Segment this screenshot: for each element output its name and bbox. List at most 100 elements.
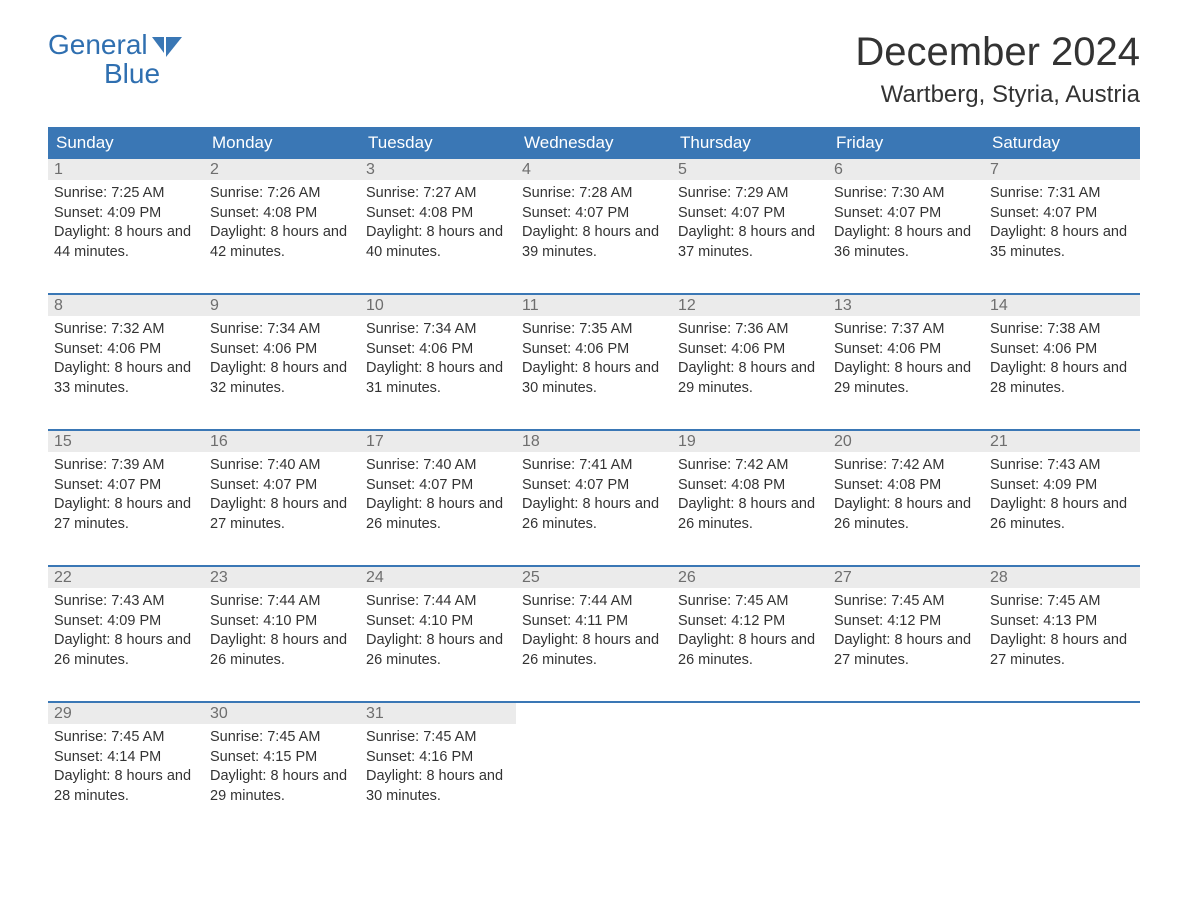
sunrise-line: Sunrise: 7:42 AM xyxy=(678,456,822,476)
sunset-line: Sunset: 4:06 PM xyxy=(678,340,822,360)
day-number: 29 xyxy=(48,703,204,724)
day-number: 14 xyxy=(984,295,1140,316)
dow-sunday: Sunday xyxy=(48,127,204,159)
calendar-day: 24Sunrise: 7:44 AMSunset: 4:10 PMDayligh… xyxy=(360,567,516,687)
day-number: 22 xyxy=(48,567,204,588)
day-body: Sunrise: 7:31 AMSunset: 4:07 PMDaylight:… xyxy=(984,180,1140,268)
sunset-line: Sunset: 4:06 PM xyxy=(990,340,1134,360)
daylight-line: Daylight: 8 hours and 26 minutes. xyxy=(54,631,198,670)
day-body: Sunrise: 7:39 AMSunset: 4:07 PMDaylight:… xyxy=(48,452,204,540)
calendar-day: 18Sunrise: 7:41 AMSunset: 4:07 PMDayligh… xyxy=(516,431,672,551)
calendar-day: 13Sunrise: 7:37 AMSunset: 4:06 PMDayligh… xyxy=(828,295,984,415)
sunrise-line: Sunrise: 7:29 AM xyxy=(678,184,822,204)
calendar-day: 20Sunrise: 7:42 AMSunset: 4:08 PMDayligh… xyxy=(828,431,984,551)
calendar-day: 29Sunrise: 7:45 AMSunset: 4:14 PMDayligh… xyxy=(48,703,204,823)
sunset-line: Sunset: 4:15 PM xyxy=(210,748,354,768)
day-body: Sunrise: 7:43 AMSunset: 4:09 PMDaylight:… xyxy=(48,588,204,676)
day-body: Sunrise: 7:25 AMSunset: 4:09 PMDaylight:… xyxy=(48,180,204,268)
day-number: 23 xyxy=(204,567,360,588)
day-body: Sunrise: 7:40 AMSunset: 4:07 PMDaylight:… xyxy=(360,452,516,540)
daylight-line: Daylight: 8 hours and 35 minutes. xyxy=(990,223,1134,262)
calendar-day: 12Sunrise: 7:36 AMSunset: 4:06 PMDayligh… xyxy=(672,295,828,415)
day-number: 15 xyxy=(48,431,204,452)
calendar-day: 30Sunrise: 7:45 AMSunset: 4:15 PMDayligh… xyxy=(204,703,360,823)
calendar-day: 1Sunrise: 7:25 AMSunset: 4:09 PMDaylight… xyxy=(48,159,204,279)
day-number: 12 xyxy=(672,295,828,316)
calendar-day: 16Sunrise: 7:40 AMSunset: 4:07 PMDayligh… xyxy=(204,431,360,551)
calendar-day: 21Sunrise: 7:43 AMSunset: 4:09 PMDayligh… xyxy=(984,431,1140,551)
day-body: Sunrise: 7:42 AMSunset: 4:08 PMDaylight:… xyxy=(828,452,984,540)
day-number: 31 xyxy=(360,703,516,724)
day-body: Sunrise: 7:30 AMSunset: 4:07 PMDaylight:… xyxy=(828,180,984,268)
sunset-line: Sunset: 4:07 PM xyxy=(678,204,822,224)
title-block: December 2024 Wartberg, Styria, Austria xyxy=(855,30,1140,109)
calendar-day: 7Sunrise: 7:31 AMSunset: 4:07 PMDaylight… xyxy=(984,159,1140,279)
day-body xyxy=(828,706,984,716)
calendar-day xyxy=(984,703,1140,823)
sunset-line: Sunset: 4:07 PM xyxy=(990,204,1134,224)
day-number: 18 xyxy=(516,431,672,452)
calendar-day: 19Sunrise: 7:42 AMSunset: 4:08 PMDayligh… xyxy=(672,431,828,551)
header: General Blue December 2024 Wartberg, Sty… xyxy=(48,30,1140,109)
sunrise-line: Sunrise: 7:35 AM xyxy=(522,320,666,340)
day-body: Sunrise: 7:45 AMSunset: 4:14 PMDaylight:… xyxy=(48,724,204,812)
daylight-line: Daylight: 8 hours and 29 minutes. xyxy=(678,359,822,398)
sunrise-line: Sunrise: 7:45 AM xyxy=(834,592,978,612)
sunrise-line: Sunrise: 7:42 AM xyxy=(834,456,978,476)
calendar-day xyxy=(828,703,984,823)
dow-thursday: Thursday xyxy=(672,127,828,159)
day-number: 13 xyxy=(828,295,984,316)
calendar-day: 4Sunrise: 7:28 AMSunset: 4:07 PMDaylight… xyxy=(516,159,672,279)
sunset-line: Sunset: 4:14 PM xyxy=(54,748,198,768)
calendar-week: 15Sunrise: 7:39 AMSunset: 4:07 PMDayligh… xyxy=(48,429,1140,551)
calendar-week: 1Sunrise: 7:25 AMSunset: 4:09 PMDaylight… xyxy=(48,159,1140,279)
day-body: Sunrise: 7:29 AMSunset: 4:07 PMDaylight:… xyxy=(672,180,828,268)
daylight-line: Daylight: 8 hours and 28 minutes. xyxy=(990,359,1134,398)
sunset-line: Sunset: 4:06 PM xyxy=(834,340,978,360)
sunrise-line: Sunrise: 7:34 AM xyxy=(210,320,354,340)
day-body: Sunrise: 7:40 AMSunset: 4:07 PMDaylight:… xyxy=(204,452,360,540)
calendar-day xyxy=(672,703,828,823)
calendar-day: 15Sunrise: 7:39 AMSunset: 4:07 PMDayligh… xyxy=(48,431,204,551)
daylight-line: Daylight: 8 hours and 39 minutes. xyxy=(522,223,666,262)
sunrise-line: Sunrise: 7:27 AM xyxy=(366,184,510,204)
day-number: 1 xyxy=(48,159,204,180)
sunset-line: Sunset: 4:12 PM xyxy=(834,612,978,632)
day-number: 24 xyxy=(360,567,516,588)
day-body: Sunrise: 7:38 AMSunset: 4:06 PMDaylight:… xyxy=(984,316,1140,404)
sunset-line: Sunset: 4:12 PM xyxy=(678,612,822,632)
day-body: Sunrise: 7:45 AMSunset: 4:13 PMDaylight:… xyxy=(984,588,1140,676)
day-body: Sunrise: 7:45 AMSunset: 4:16 PMDaylight:… xyxy=(360,724,516,812)
sunset-line: Sunset: 4:10 PM xyxy=(210,612,354,632)
day-number: 2 xyxy=(204,159,360,180)
day-body: Sunrise: 7:26 AMSunset: 4:08 PMDaylight:… xyxy=(204,180,360,268)
calendar-day: 3Sunrise: 7:27 AMSunset: 4:08 PMDaylight… xyxy=(360,159,516,279)
calendar-day: 25Sunrise: 7:44 AMSunset: 4:11 PMDayligh… xyxy=(516,567,672,687)
day-number: 8 xyxy=(48,295,204,316)
day-number: 6 xyxy=(828,159,984,180)
month-title: December 2024 xyxy=(855,30,1140,75)
sunset-line: Sunset: 4:16 PM xyxy=(366,748,510,768)
daylight-line: Daylight: 8 hours and 28 minutes. xyxy=(54,767,198,806)
day-number: 30 xyxy=(204,703,360,724)
calendar-week: 29Sunrise: 7:45 AMSunset: 4:14 PMDayligh… xyxy=(48,701,1140,823)
day-body xyxy=(672,706,828,716)
daylight-line: Daylight: 8 hours and 26 minutes. xyxy=(522,631,666,670)
sunrise-line: Sunrise: 7:41 AM xyxy=(522,456,666,476)
daylight-line: Daylight: 8 hours and 26 minutes. xyxy=(990,495,1134,534)
calendar: Sunday Monday Tuesday Wednesday Thursday… xyxy=(48,127,1140,823)
sunset-line: Sunset: 4:08 PM xyxy=(834,476,978,496)
day-of-week-header: Sunday Monday Tuesday Wednesday Thursday… xyxy=(48,127,1140,159)
dow-wednesday: Wednesday xyxy=(516,127,672,159)
daylight-line: Daylight: 8 hours and 27 minutes. xyxy=(210,495,354,534)
day-number: 10 xyxy=(360,295,516,316)
sunrise-line: Sunrise: 7:44 AM xyxy=(210,592,354,612)
day-body: Sunrise: 7:41 AMSunset: 4:07 PMDaylight:… xyxy=(516,452,672,540)
calendar-day: 5Sunrise: 7:29 AMSunset: 4:07 PMDaylight… xyxy=(672,159,828,279)
calendar-day: 23Sunrise: 7:44 AMSunset: 4:10 PMDayligh… xyxy=(204,567,360,687)
day-number: 3 xyxy=(360,159,516,180)
sunrise-line: Sunrise: 7:43 AM xyxy=(54,592,198,612)
sunrise-line: Sunrise: 7:45 AM xyxy=(990,592,1134,612)
calendar-day: 17Sunrise: 7:40 AMSunset: 4:07 PMDayligh… xyxy=(360,431,516,551)
day-number: 21 xyxy=(984,431,1140,452)
